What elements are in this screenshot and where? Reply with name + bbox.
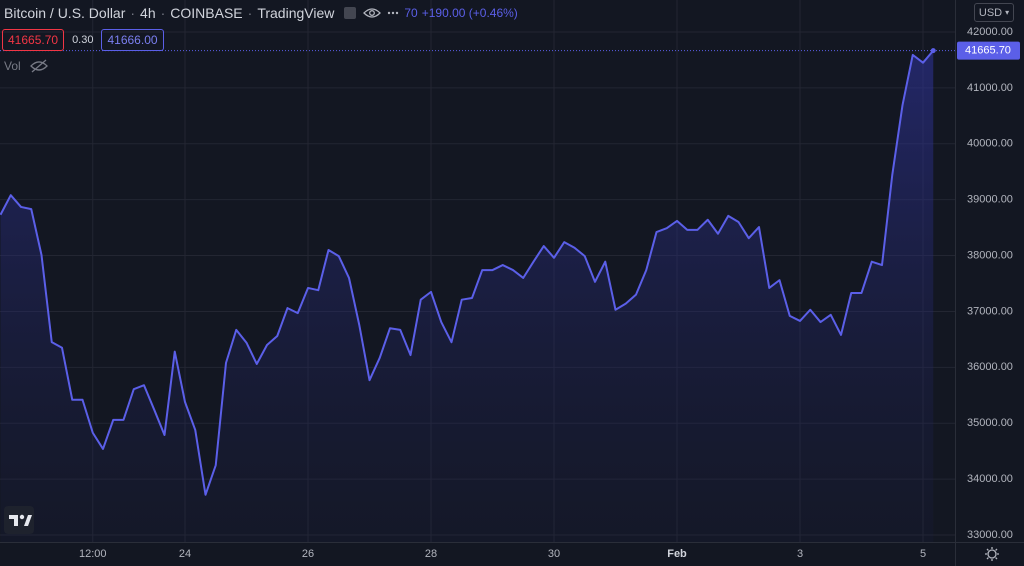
volume-label: Vol — [4, 59, 21, 73]
logo-shape — [24, 515, 32, 526]
y-tick-label: 40000.00 — [967, 138, 1013, 150]
gear-ring — [987, 549, 997, 559]
y-tick-label: 33000.00 — [967, 529, 1013, 541]
symbol[interactable]: Bitcoin / U.S. Dollar — [4, 5, 126, 21]
spread: 0.30 — [72, 34, 94, 46]
x-tick-label: 3 — [797, 548, 803, 560]
y-tick-label: 39000.00 — [967, 194, 1013, 206]
gear-teeth — [985, 547, 999, 561]
y-tick-label: 34000.00 — [967, 473, 1013, 485]
price-line — [0, 50, 935, 496]
price-change: +190.00 (+0.46%) — [421, 6, 518, 20]
dropdown-arrow: ▾ — [1005, 8, 1010, 17]
logo-dot — [19, 514, 25, 520]
more-dot[interactable] — [392, 11, 395, 15]
currency: USD — [978, 6, 1003, 19]
volume-legend: Vol — [4, 59, 51, 73]
eye-slash — [31, 59, 47, 73]
ask-price[interactable]: 41666.00 — [101, 29, 164, 51]
y-tick-label: 38000.00 — [967, 249, 1013, 261]
y-tick-label: 35000.00 — [967, 417, 1013, 429]
eye-icon[interactable] — [363, 8, 382, 18]
x-tick-label: 5 — [920, 548, 926, 560]
separator: · — [130, 5, 136, 21]
price-tail: 70 — [404, 6, 418, 20]
hidden-icon[interactable] — [27, 59, 51, 73]
y-tick-label: 37000.00 — [967, 305, 1013, 317]
interval[interactable]: 4h — [140, 5, 156, 21]
settings-icon[interactable] — [985, 547, 999, 561]
logo[interactable] — [4, 506, 34, 534]
x-tick-label: 28 — [425, 548, 437, 560]
symbol-header: Bitcoin / U.S. Dollar · 4h · COINBASE · Tra… — [4, 3, 518, 23]
logo-bg — [4, 506, 34, 534]
y-tick-label: 36000.00 — [967, 361, 1013, 373]
logo-shape — [9, 515, 18, 526]
more-dot[interactable] — [388, 11, 391, 15]
x-tick-label: 12:00 — [79, 548, 107, 560]
separator: · — [160, 5, 166, 21]
y-tick-label: 41000.00 — [967, 82, 1013, 94]
x-tick-label: Feb — [667, 548, 687, 560]
last-price-box — [957, 41, 1020, 60]
flag-icon[interactable] — [344, 7, 357, 19]
area — [0, 50, 934, 542]
last-price-label: 41665.70 — [965, 45, 1011, 57]
quote-row: 41665.70 0.30 41666.00 — [2, 29, 164, 51]
more-dot[interactable] — [396, 11, 399, 15]
exchange: COINBASE — [170, 5, 243, 21]
x-tick-label: 26 — [302, 548, 314, 560]
currency-select[interactable]: USD ▾ — [974, 3, 1014, 22]
source: TradingView — [257, 5, 335, 21]
bid-price[interactable]: 41665.70 — [2, 29, 65, 51]
x-tick-label: 30 — [548, 548, 560, 560]
separator: · — [247, 5, 253, 21]
eye-pupil — [369, 10, 376, 16]
header-icons — [344, 7, 399, 19]
y-tick-label: 42000.00 — [967, 26, 1013, 38]
x-tick-label: 24 — [179, 548, 191, 560]
